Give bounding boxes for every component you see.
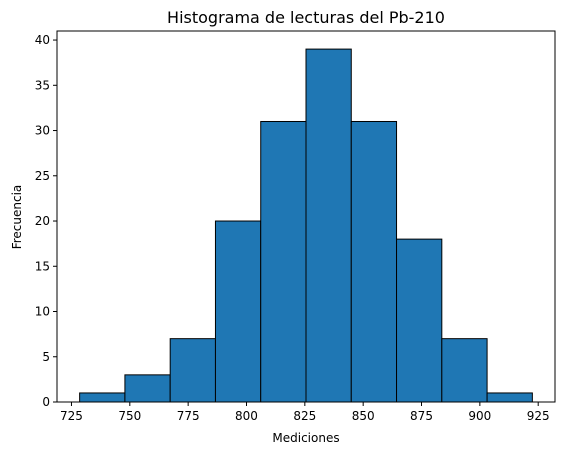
x-tick-label: 800 — [235, 409, 258, 423]
y-tick-label: 30 — [35, 124, 50, 138]
x-tick-label: 825 — [293, 409, 316, 423]
histogram-bar — [79, 392, 126, 403]
x-tick-label: 925 — [527, 409, 550, 423]
x-tick-label: 750 — [118, 409, 141, 423]
bars-group — [79, 48, 533, 403]
x-axis-ticks: 725 750 775 800 825 850 875 900 925 — [60, 402, 550, 423]
y-tick-label: 0 — [42, 395, 50, 409]
x-tick-label: 900 — [468, 409, 491, 423]
plot-frame — [56, 30, 556, 403]
y-tick-label: 5 — [42, 350, 50, 364]
x-tick-label: 875 — [410, 409, 433, 423]
histogram-bar — [486, 392, 533, 403]
histogram-bar — [124, 374, 171, 403]
y-axis-ticks: 0 5 10 15 20 25 30 35 40 — [35, 33, 57, 409]
x-axis-label: Mediciones — [272, 431, 339, 445]
y-tick-label: 35 — [35, 78, 50, 92]
y-tick-label: 10 — [35, 305, 50, 319]
histogram-bar — [214, 220, 262, 403]
y-axis-label: Frecuencia — [10, 185, 24, 250]
y-tick-label: 20 — [35, 214, 50, 228]
x-tick-label: 725 — [60, 409, 83, 423]
y-tick-label: 15 — [35, 259, 50, 273]
histogram-bar — [396, 238, 443, 403]
x-tick-label: 850 — [352, 409, 375, 423]
chart-title: Histograma de lecturas del Pb-210 — [167, 8, 445, 27]
histogram-bar — [305, 48, 352, 403]
y-tick-label: 25 — [35, 169, 50, 183]
histogram-bar — [441, 338, 488, 403]
y-tick-label: 40 — [35, 33, 50, 47]
x-tick-label: 775 — [177, 409, 200, 423]
histogram-bar — [350, 120, 398, 403]
histogram-bar — [260, 120, 307, 403]
histogram-bar — [169, 338, 216, 403]
